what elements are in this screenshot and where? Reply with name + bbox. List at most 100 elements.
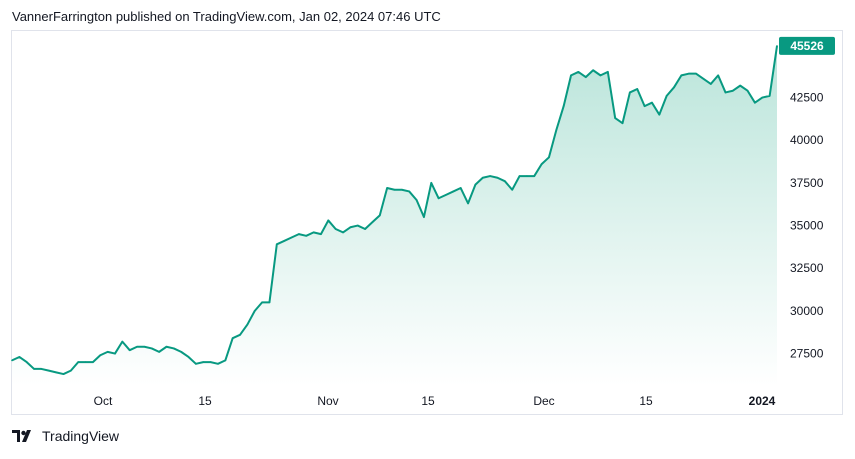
x-tick-label: Oct xyxy=(94,394,113,408)
data-point xyxy=(702,77,705,80)
publication-attribution: VannerFarrington published on TradingVie… xyxy=(12,9,441,24)
y-tick-label: 37500 xyxy=(790,176,824,190)
data-point xyxy=(673,86,675,89)
data-point xyxy=(643,105,646,107)
data-point xyxy=(511,188,513,191)
data-point xyxy=(70,369,72,372)
chart-frame[interactable] xyxy=(11,30,843,415)
data-point xyxy=(687,72,690,75)
data-point xyxy=(11,359,13,362)
data-point xyxy=(717,74,719,77)
data-point xyxy=(371,221,374,223)
data-point xyxy=(548,156,550,159)
data-point xyxy=(268,301,271,304)
data-point xyxy=(651,101,653,104)
data-point xyxy=(99,354,102,357)
data-point xyxy=(84,361,87,363)
footer-brand-name: TradingView xyxy=(42,428,120,444)
y-tick-label: 42500 xyxy=(790,91,824,105)
data-point xyxy=(518,175,521,177)
data-point xyxy=(342,231,344,234)
tradingview-logo-icon xyxy=(12,429,36,443)
x-tick-label: 15 xyxy=(198,394,212,408)
x-tick-label: 15 xyxy=(639,394,653,408)
last-price-label: 45526 xyxy=(790,39,824,53)
data-point xyxy=(710,83,712,85)
data-point xyxy=(393,188,396,191)
data-point xyxy=(305,235,308,237)
data-point xyxy=(349,226,352,229)
data-point xyxy=(77,361,79,363)
data-point xyxy=(165,345,168,348)
data-point xyxy=(680,74,683,77)
data-point xyxy=(467,202,469,205)
data-point xyxy=(18,356,21,358)
data-point xyxy=(290,236,293,239)
data-point xyxy=(614,117,616,119)
data-point xyxy=(629,91,631,94)
data-point xyxy=(445,194,447,196)
data-point xyxy=(732,89,734,92)
data-point xyxy=(209,361,212,363)
data-point xyxy=(746,89,749,92)
data-point xyxy=(121,340,124,343)
data-point xyxy=(180,351,182,353)
data-point xyxy=(526,175,528,177)
data-point xyxy=(224,359,227,362)
area-fill xyxy=(12,45,777,387)
data-point xyxy=(592,69,594,72)
data-point xyxy=(776,45,778,47)
data-point xyxy=(761,96,764,99)
data-point xyxy=(695,72,697,75)
data-point xyxy=(298,233,300,235)
data-point xyxy=(423,216,425,218)
data-point xyxy=(768,95,771,97)
data-point xyxy=(386,187,388,189)
data-point xyxy=(246,323,249,326)
data-point xyxy=(202,361,205,363)
data-point xyxy=(114,352,116,355)
data-point xyxy=(474,183,477,186)
data-point xyxy=(459,187,462,189)
data-point xyxy=(364,228,366,230)
data-point xyxy=(621,122,624,124)
data-point xyxy=(231,337,234,340)
data-point xyxy=(504,180,506,182)
data-point xyxy=(239,334,241,336)
data-point xyxy=(665,95,668,97)
data-point xyxy=(33,368,35,370)
data-point xyxy=(283,240,285,242)
data-point xyxy=(253,310,256,312)
data-point xyxy=(401,188,403,191)
data-point xyxy=(40,368,43,370)
y-tick-label: 40000 xyxy=(790,133,824,147)
data-point xyxy=(724,91,727,94)
data-point xyxy=(25,361,28,363)
data-point xyxy=(195,363,197,365)
footer-brand: TradingView xyxy=(12,428,119,444)
x-tick-label: 2024 xyxy=(749,394,776,408)
data-point xyxy=(577,71,580,73)
data-point xyxy=(320,233,322,235)
data-point xyxy=(136,345,138,348)
data-point xyxy=(562,105,565,107)
y-tick-label: 32500 xyxy=(790,261,824,275)
data-point xyxy=(92,361,94,363)
data-point xyxy=(555,129,558,131)
y-tick-label: 27500 xyxy=(790,347,824,361)
data-point xyxy=(437,197,440,200)
data-point xyxy=(334,228,337,230)
data-point xyxy=(599,74,602,77)
x-tick-label: Nov xyxy=(317,394,338,408)
data-point xyxy=(739,84,742,87)
data-point xyxy=(312,231,315,234)
data-point xyxy=(607,71,609,73)
y-tick-label: 35000 xyxy=(790,219,824,233)
data-point xyxy=(261,301,263,304)
data-point xyxy=(754,101,756,104)
data-point xyxy=(570,74,572,77)
data-point xyxy=(217,363,219,365)
data-point xyxy=(584,76,587,78)
y-tick-label: 30000 xyxy=(790,304,824,318)
